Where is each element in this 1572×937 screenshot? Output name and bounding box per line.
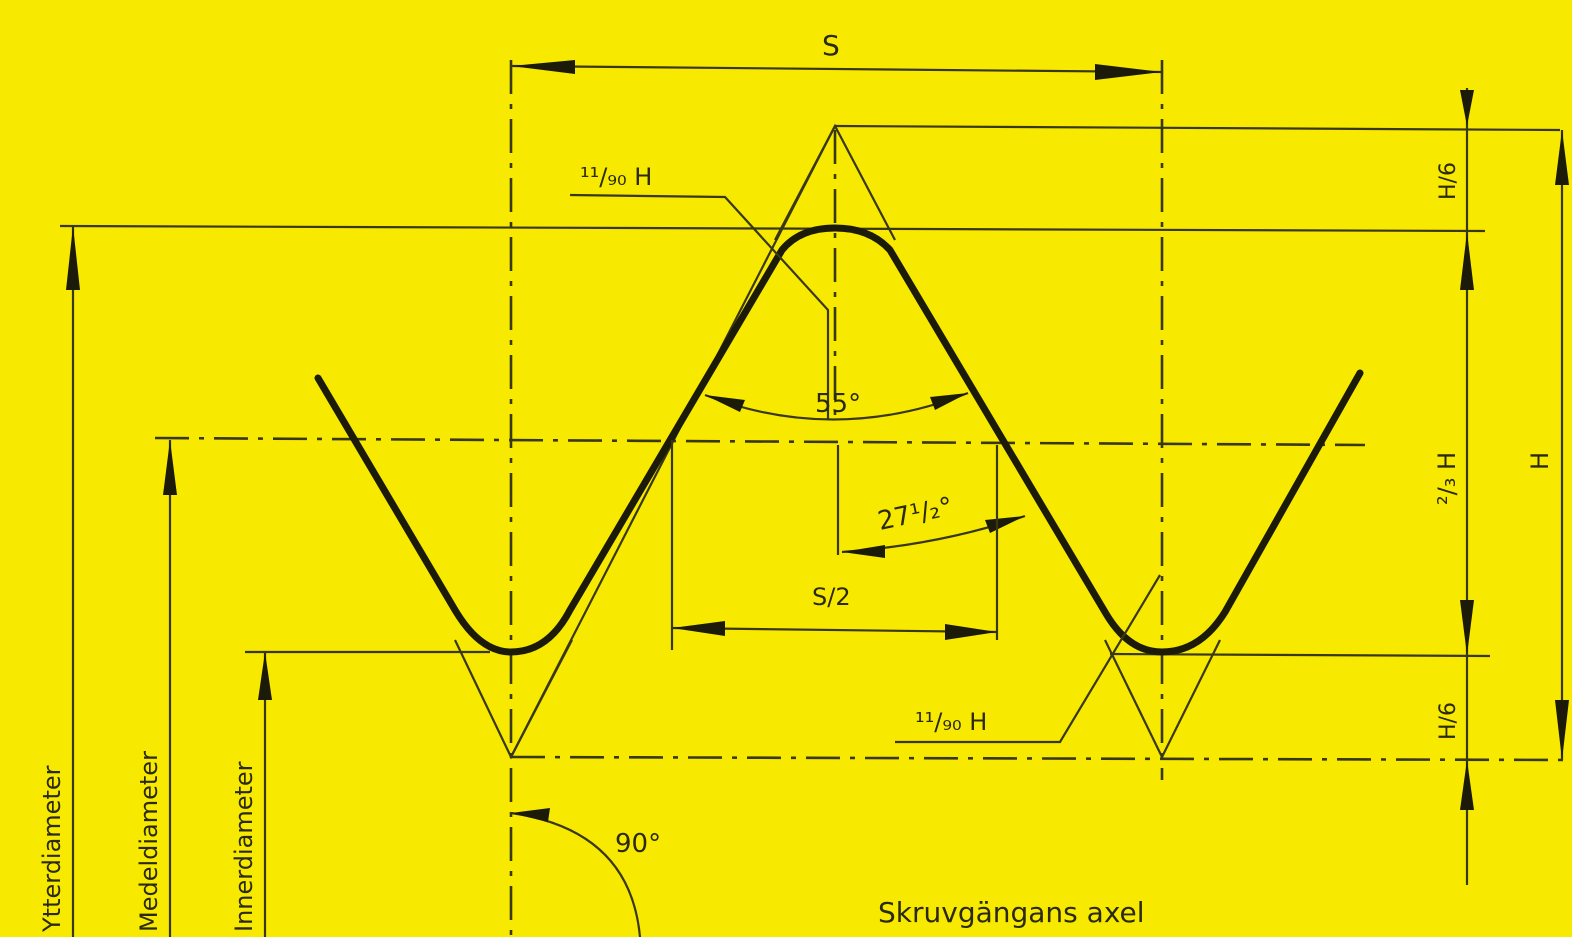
half-angle-arrow-left — [842, 545, 885, 558]
half-pitch-arrow-right — [945, 624, 997, 640]
height-arrow-bottom — [1555, 700, 1569, 760]
pitch-dim-line — [510, 64, 1163, 74]
outer-diameter-arrow — [66, 226, 80, 290]
thread-profile — [314, 224, 1364, 656]
crest-radius-label: ¹¹/₉₀ H — [580, 163, 652, 191]
right-angle-arrow — [511, 808, 550, 822]
apex-bottom-line — [510, 755, 1566, 762]
pitch-diameter-label: Medeldiameter — [135, 751, 163, 932]
half-pitch-arrow-left — [672, 621, 725, 636]
root-radius-leader — [895, 574, 1161, 744]
outer-diameter-line — [59, 224, 1486, 233]
height-arrow-top — [1555, 130, 1569, 185]
half-pitch-label: S/2 — [812, 583, 851, 611]
half-angle-arrow-right — [985, 516, 1025, 533]
inner-diameter-arrow — [258, 652, 272, 700]
thread-angle-arrow-right — [930, 393, 968, 410]
top-truncation-arrow — [1460, 90, 1474, 126]
outer-diameter-label: Ytterdiameter — [38, 765, 66, 933]
height-label: H — [1526, 452, 1554, 470]
top-truncation-label: H/6 — [1436, 162, 1461, 200]
right-angle-label: 90° — [615, 829, 661, 859]
axis-label: Skruvgängans axel — [878, 896, 1145, 929]
working-depth-arrow-top — [1460, 232, 1474, 290]
working-depth-arrow-bottom — [1460, 600, 1474, 655]
fundamental-triangle-right-root — [1104, 639, 1221, 760]
bottom-truncation-label: H/6 — [1436, 702, 1461, 740]
pitch-arrow-left — [511, 60, 575, 74]
working-depth-label: ²/₃ H — [1433, 452, 1461, 505]
half-pitch-dim-line — [671, 626, 998, 634]
fundamental-triangle-left-flank — [774, 125, 836, 241]
thread-angle-arrow-left — [705, 395, 745, 412]
pitch-line — [154, 436, 1366, 447]
pitch-label: S — [822, 29, 840, 62]
root-radius-label: ¹¹/₉₀ H — [915, 708, 987, 736]
pitch-arrow-right — [1095, 64, 1162, 80]
bottom-truncation-arrow — [1460, 760, 1474, 810]
apex-top-line — [834, 124, 1561, 132]
fundamental-triangle-root-right — [510, 639, 573, 758]
inner-diameter-label: Innerdiameter — [230, 761, 258, 932]
crest-radius-leader — [569, 193, 830, 420]
half-angle-label: 27¹/₂° — [875, 492, 955, 537]
pitch-diameter-arrow — [163, 440, 177, 495]
thread-angle-label: 55° — [815, 389, 861, 419]
